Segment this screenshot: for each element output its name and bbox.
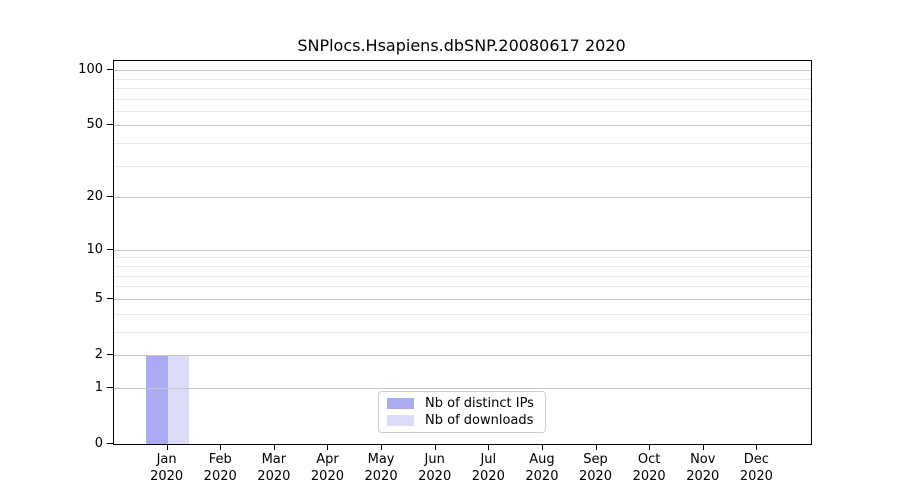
x-tick-mark-oct: [649, 444, 651, 450]
major-gridline-5: [114, 298, 811, 300]
y-tick-mark-20: [107, 196, 113, 198]
x-tick-mark-apr: [327, 444, 329, 450]
major-gridline-2: [114, 354, 811, 356]
x-tick-label-aug: Aug 2020: [525, 452, 559, 484]
y-tick-label-100: 100: [78, 62, 103, 78]
x-tick-mark-sep: [595, 444, 597, 450]
legend-item-downloads: Nb of downloads: [379, 413, 545, 428]
legend: Nb of distinct IPs Nb of downloads: [378, 391, 546, 433]
minor-gridline-7: [114, 275, 811, 277]
bar-jan-series1: [167, 355, 190, 444]
minor-gridline-8: [114, 265, 811, 267]
x-tick-mark-feb: [220, 444, 222, 450]
legend-swatch-distinct-ips: [387, 398, 414, 409]
major-gridline-20: [114, 197, 811, 199]
x-tick-mark-jul: [488, 444, 490, 450]
y-tick-label-2: 2: [94, 346, 103, 362]
y-tick-label-10: 10: [86, 241, 103, 257]
legend-label-downloads: Nb of downloads: [425, 413, 534, 428]
y-tick-mark-100: [107, 69, 113, 71]
y-tick-mark-0: [107, 443, 113, 444]
x-tick-mark-jan: [166, 444, 168, 450]
x-tick-mark-jun: [434, 444, 436, 450]
minor-gridline-3: [114, 331, 811, 333]
y-tick-mark-1: [107, 386, 113, 388]
y-tick-label-5: 5: [94, 290, 103, 306]
x-tick-mark-nov: [702, 444, 704, 450]
minor-gridline-80: [114, 87, 811, 89]
x-tick-label-may: May 2020: [364, 452, 398, 484]
y-tick-label-1: 1: [94, 379, 103, 395]
major-gridline-1: [114, 387, 811, 389]
y-tick-mark-10: [107, 248, 113, 250]
x-tick-label-nov: Nov 2020: [686, 452, 720, 484]
y-tick-label-20: 20: [86, 189, 103, 205]
minor-gridline-70: [114, 98, 811, 100]
x-tick-mark-may: [381, 444, 383, 450]
y-tick-mark-2: [107, 353, 113, 355]
chart-title: SNPlocs.Hsapiens.dbSNP.20080617 2020: [297, 36, 626, 55]
y-tick-mark-5: [107, 297, 113, 299]
legend-item-distinct-ips: Nb of distinct IPs: [379, 396, 545, 411]
bar-jan-series0: [146, 355, 168, 444]
x-tick-label-jan: Jan 2020: [150, 452, 184, 484]
major-gridline-10: [114, 249, 811, 251]
minor-gridline-40: [114, 143, 811, 145]
x-tick-label-feb: Feb 2020: [203, 452, 237, 484]
y-tick-label-0: 0: [94, 436, 103, 451]
legend-label-distinct-ips: Nb of distinct IPs: [425, 396, 534, 411]
minor-gridline-6: [114, 286, 811, 288]
x-tick-mark-mar: [273, 444, 275, 450]
x-tick-label-mar: Mar 2020: [257, 452, 291, 484]
x-tick-label-jun: Jun 2020: [418, 452, 452, 484]
minor-gridline-9: [114, 257, 811, 259]
major-gridline-100: [114, 70, 811, 72]
x-tick-label-apr: Apr 2020: [310, 452, 344, 484]
y-tick-label-50: 50: [86, 117, 103, 133]
x-tick-mark-dec: [756, 444, 758, 450]
x-tick-label-oct: Oct 2020: [632, 452, 666, 484]
minor-gridline-90: [114, 78, 811, 80]
major-gridline-50: [114, 125, 811, 127]
legend-swatch-downloads: [387, 415, 414, 426]
minor-gridline-60: [114, 110, 811, 112]
x-tick-label-sep: Sep 2020: [578, 452, 613, 484]
x-tick-label-jul: Jul 2020: [471, 452, 505, 484]
x-tick-label-dec: Dec 2020: [739, 452, 773, 484]
plot-area: [113, 60, 812, 445]
minor-gridline-30: [114, 165, 811, 167]
y-tick-mark-50: [107, 124, 113, 126]
x-tick-mark-aug: [541, 444, 543, 450]
minor-gridline-4: [114, 313, 811, 315]
